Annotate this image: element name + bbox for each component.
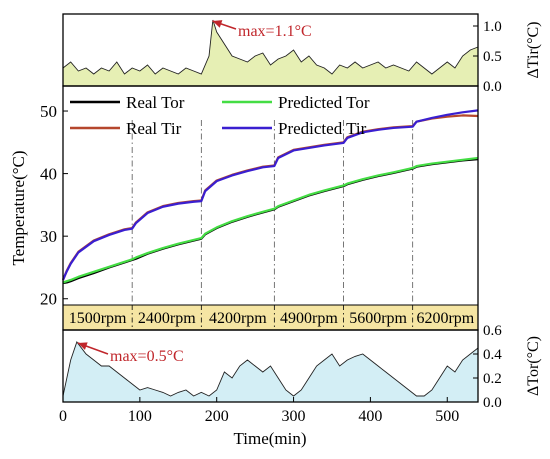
stage-label: 5600rpm xyxy=(349,310,407,327)
tir-error-ytick-label: 0.5 xyxy=(483,49,502,65)
tor-error-ytick-label: 0.6 xyxy=(483,323,502,339)
time-xlabel: Time(min) xyxy=(233,429,306,448)
time-xtick-label: 300 xyxy=(282,408,306,425)
temperature-ytick-label: 50 xyxy=(40,102,57,121)
tor-error-ytick-label: 0.4 xyxy=(483,347,502,363)
tor-max-arrowhead xyxy=(77,342,88,350)
tir-error-ytick-label: 1.0 xyxy=(483,19,502,35)
tir-error-panel: 0.0 0.5 1.0 max=1.1°C ΔTir(°C) xyxy=(62,13,542,95)
time-xtick-label: 200 xyxy=(205,408,229,425)
tor-max-annotation: max=0.5°C xyxy=(110,348,184,365)
temperature-ytick-label: 40 xyxy=(40,165,57,184)
time-xtick-label: 400 xyxy=(358,408,382,425)
tor-error-area-fill xyxy=(63,342,478,402)
tor-error-panel: 0.00.20.40.6 0 100 200 300 400 500 max=0.5°C … xyxy=(59,323,542,448)
legend: Real Tor Predicted Tor Real Tir Predicted T… xyxy=(70,93,370,138)
legend-label: Predicted Tor xyxy=(278,93,370,112)
series-line-predicted-tor xyxy=(62,156,479,284)
tor-error-ytick-label: 0.2 xyxy=(483,371,502,387)
temperature-panel: 1500rpm 2400rpm 4200rpm 4900rpm 5600rpm 6200r… xyxy=(9,85,479,331)
legend-label: Predicted Tir xyxy=(278,119,367,138)
stage-label: 1500rpm xyxy=(69,310,127,327)
legend-label: Real Tor xyxy=(126,93,185,112)
stage-label: 2400rpm xyxy=(138,310,196,327)
time-xtick-label: 100 xyxy=(128,408,152,425)
tor-error-ylabel: ΔTor(°C) xyxy=(525,336,542,396)
tor-error-frame xyxy=(62,329,479,403)
tir-error-ylabel: ΔTir(°C) xyxy=(525,22,542,79)
temperature-ylabel: Temperature(°C) xyxy=(9,150,28,265)
tir-max-annotation: max=1.1°C xyxy=(238,23,312,40)
time-xtick-label: 0 xyxy=(59,408,67,425)
temperature-ytick-label: 30 xyxy=(40,227,57,246)
tir-max-arrowhead xyxy=(212,20,223,28)
tor-error-ytick-label: 0.0 xyxy=(483,395,502,411)
tor-error-line xyxy=(62,341,479,397)
tir-error-line xyxy=(62,19,479,75)
stage-label: 4200rpm xyxy=(209,310,267,327)
series-line-predicted-tir xyxy=(61,109,479,281)
legend-label: Real Tir xyxy=(126,119,182,138)
time-xtick-label: 500 xyxy=(435,408,459,425)
tir-error-ytick-label: 0.0 xyxy=(483,79,502,95)
temperature-ytick-label: 20 xyxy=(40,290,57,309)
stage-label: 6200rpm xyxy=(416,310,474,327)
stage-label: 4900rpm xyxy=(280,310,338,327)
